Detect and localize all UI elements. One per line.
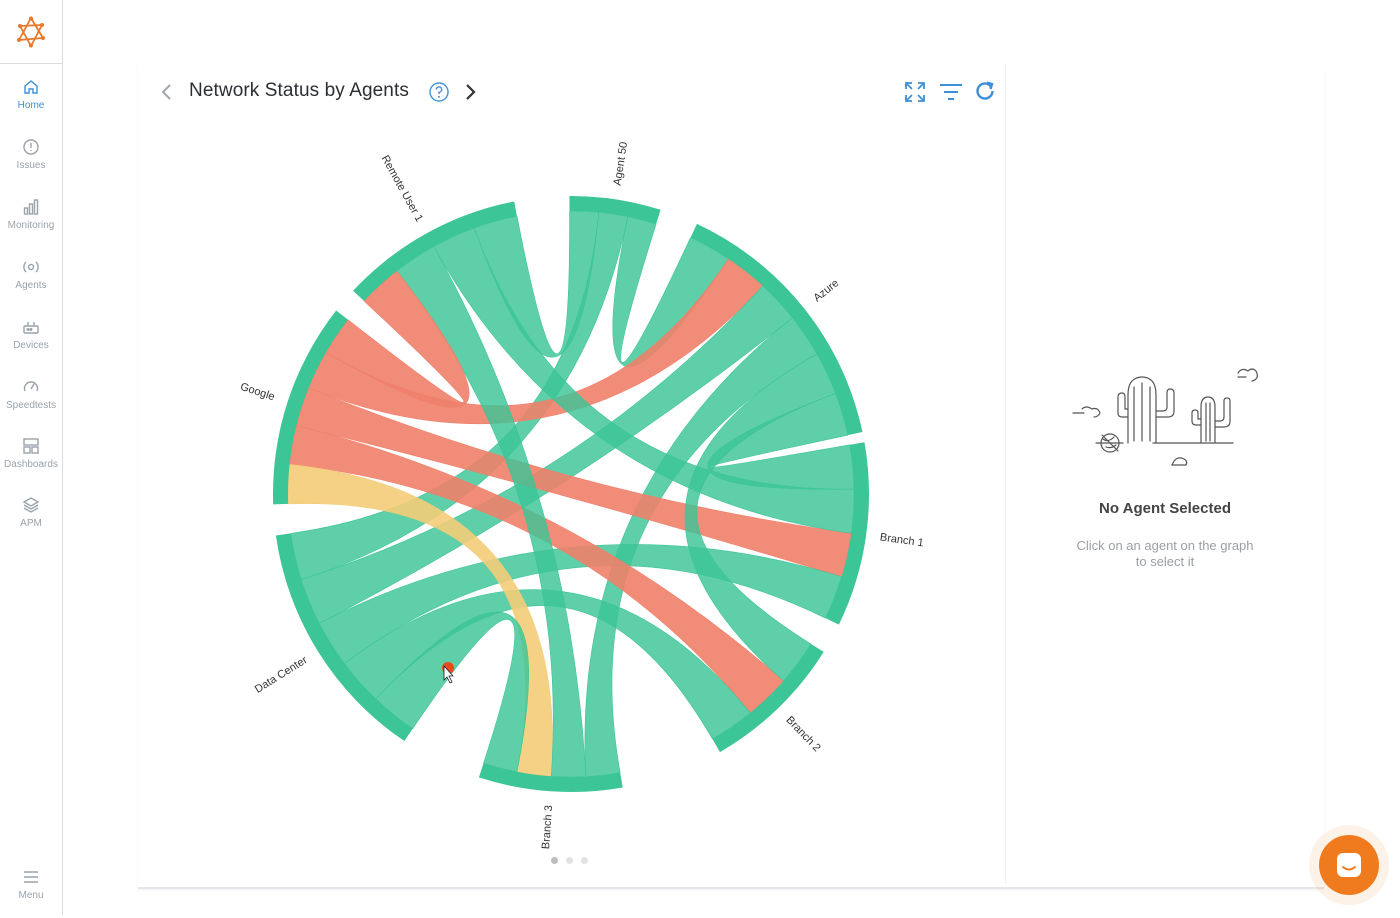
logo[interactable] — [0, 0, 62, 64]
filter-button[interactable] — [939, 81, 963, 108]
sidebar-menu-button[interactable]: Menu — [0, 868, 62, 918]
expand-button[interactable] — [904, 81, 926, 108]
alert-circle-icon — [23, 139, 39, 155]
sidebar-item-home[interactable]: Home — [0, 78, 62, 128]
sidebar-item-devices[interactable]: Devices — [0, 318, 62, 368]
broadcast-icon — [23, 261, 39, 273]
desert-cactus-illustration — [1072, 368, 1258, 466]
router-icon — [23, 322, 39, 334]
widget-title: Network Status by Agents — [189, 80, 409, 101]
chat-launcher-button[interactable] — [1319, 835, 1379, 895]
sidebar-item-label: APM — [20, 518, 42, 529]
pager-dots — [551, 857, 588, 864]
sidebar-item-label: Devices — [13, 340, 49, 351]
network-status-card — [138, 64, 1324, 889]
sidebar-item-issues[interactable]: Issues — [0, 138, 62, 188]
sidebar-item-monitoring[interactable]: Monitoring — [0, 198, 62, 248]
hamburger-icon — [24, 871, 38, 883]
previous-widget-button[interactable] — [159, 82, 175, 107]
chat-bubble-icon — [1337, 853, 1361, 877]
pager-dot[interactable] — [581, 857, 588, 864]
sidebar-item-apm[interactable]: APM — [0, 496, 62, 546]
sidebar-item-label: Dashboards — [4, 459, 58, 470]
menu-label: Menu — [18, 890, 44, 901]
sidebar-item-dashboards[interactable]: Dashboards — [0, 437, 62, 487]
chevron-left-icon — [161, 84, 171, 100]
help-circle-icon — [429, 82, 449, 102]
dashboard-icon — [23, 438, 39, 454]
gauge-icon — [23, 381, 39, 392]
sidebar-item-label: Speedtests — [5, 400, 57, 411]
bar-chart-icon — [23, 199, 39, 215]
pager-dot[interactable] — [551, 857, 558, 864]
empty-state-title: No Agent Selected — [1099, 500, 1231, 517]
refresh-icon — [976, 81, 994, 100]
expand-icon — [905, 82, 925, 102]
empty-state-subtitle: Click on an agent on the graph to select… — [1076, 538, 1254, 569]
home-icon — [24, 80, 38, 94]
filter-icon — [940, 84, 962, 100]
chevron-right-icon — [466, 84, 476, 100]
layers-icon — [22, 497, 40, 513]
network-logo-icon — [17, 16, 45, 47]
next-widget-button[interactable] — [462, 82, 478, 107]
sidebar-item-label: Issues — [16, 160, 46, 171]
panel-divider — [1005, 64, 1006, 884]
help-button[interactable] — [428, 81, 450, 108]
sidebar: Home Issues Monitoring Agents Devices Sp… — [0, 0, 63, 915]
sidebar-item-agents[interactable]: Agents — [0, 258, 62, 308]
sidebar-item-speedtests[interactable]: Speedtests — [0, 378, 62, 428]
sidebar-item-label: Monitoring — [7, 220, 55, 231]
pager-dot[interactable] — [566, 857, 573, 864]
sidebar-item-label: Home — [17, 100, 45, 111]
refresh-button[interactable] — [974, 80, 996, 107]
sidebar-item-label: Agents — [15, 280, 47, 291]
